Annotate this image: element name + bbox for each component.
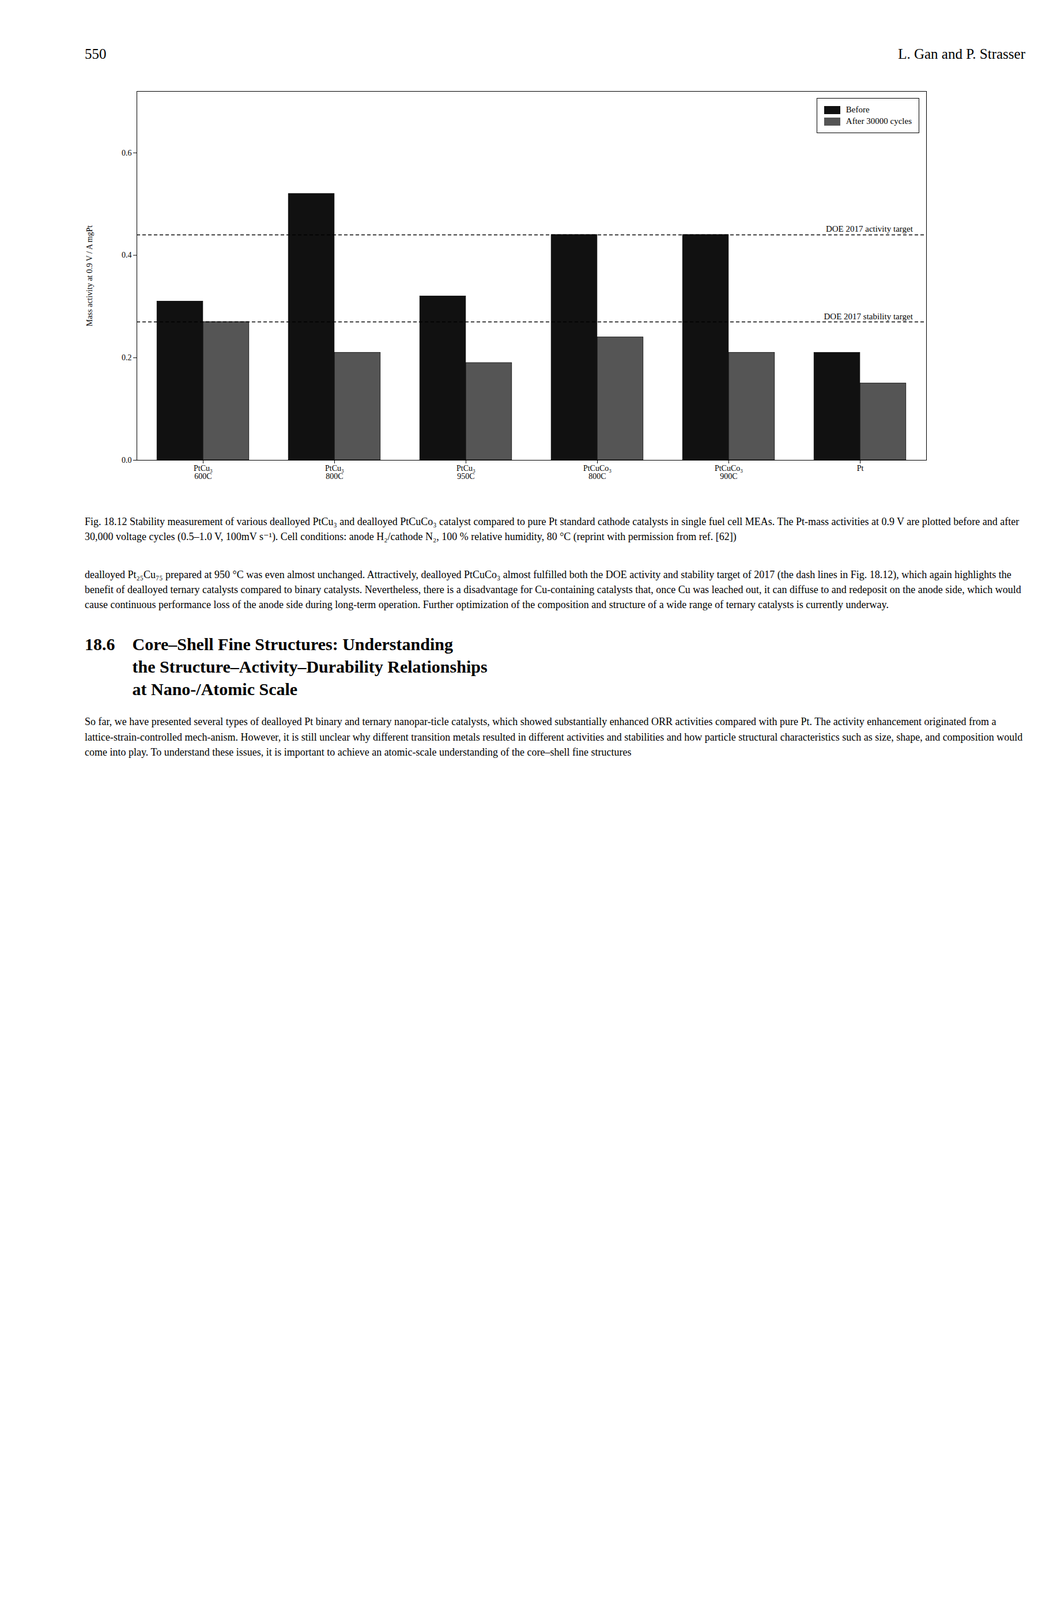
svg-text:Mass activity at 0.9 V / A mgP: Mass activity at 0.9 V / A mgPt	[85, 225, 94, 327]
svg-text:PtCu₃800C: PtCu₃800C	[325, 463, 345, 481]
svg-text:0.2: 0.2	[121, 353, 132, 362]
svg-text:PtCuCo₃900C: PtCuCo₃900C	[714, 463, 743, 481]
svg-text:PtCu₃600C: PtCu₃600C	[193, 463, 213, 481]
html-text:Fig. 18.12 Stability measureme: Fig. 18.12 Stability measurement of vari…	[84, 515, 1020, 543]
html-text:dealloyed Pt₂₅Cu₇₅ prepared at: dealloyed Pt₂₅Cu₇₅ prepared at 950 °C wa…	[84, 568, 1022, 611]
svg-text:0.0: 0.0	[121, 455, 132, 465]
html-text:18.6: 18.6	[84, 634, 115, 654]
svg-text:0.6: 0.6	[121, 148, 132, 158]
html-text:550: 550	[84, 46, 107, 62]
svg-text:0.4: 0.4	[121, 250, 132, 260]
html-text:Core–Shell Fine Structures: Un: Core–Shell Fine Structures: Understandin…	[132, 634, 453, 654]
svg-text:DOE 2017 stability target: DOE 2017 stability target	[824, 311, 914, 322]
html-text:After 30000 cycles: After 30000 cycles	[846, 116, 912, 126]
html-text:at Nano-/Atomic Scale: at Nano-/Atomic Scale	[132, 679, 298, 699]
svg-text:DOE 2017 activity target: DOE 2017 activity target	[825, 224, 914, 234]
html-text:the Structure–Activity–Durabil: the Structure–Activity–Durability Relati…	[132, 657, 488, 677]
svg-text:PtCu₃950C: PtCu₃950C	[456, 463, 476, 481]
svg-text:PtCuCo₃800C: PtCuCo₃800C	[583, 463, 612, 481]
html-text:L. Gan and P. Strasser: L. Gan and P. Strasser	[898, 46, 1026, 62]
html-text:Before: Before	[846, 104, 870, 115]
svg-text:Pt: Pt	[857, 463, 864, 473]
html-text:So far, we have presented seve: So far, we have presented several types …	[84, 716, 1023, 758]
